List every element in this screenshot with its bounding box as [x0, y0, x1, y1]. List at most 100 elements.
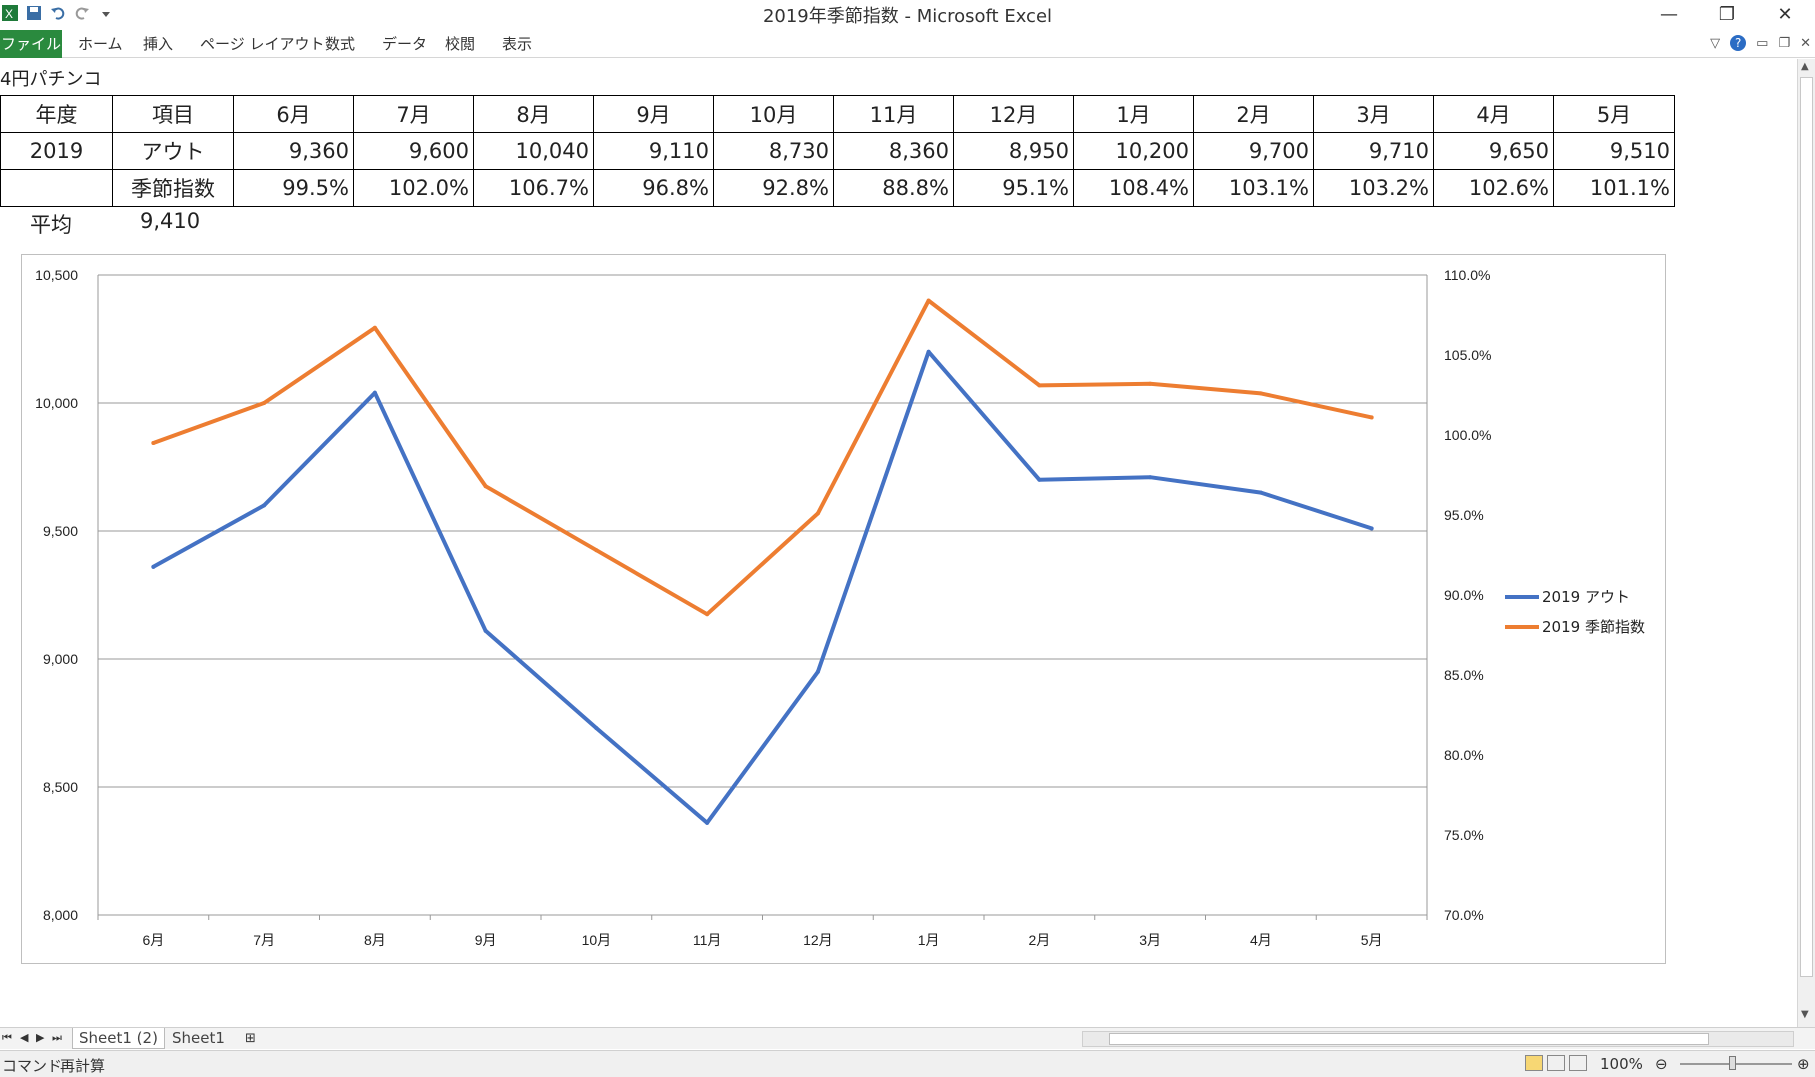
value-cell[interactable]: 101.1% [1553, 169, 1675, 207]
workbook-minimize-icon[interactable]: ▭ [1756, 35, 1769, 51]
zoom-out-icon[interactable]: ⊖ [1655, 1055, 1668, 1073]
horizontal-scrollbar[interactable] [1082, 1031, 1794, 1047]
zoom-level[interactable]: 100% [1600, 1055, 1643, 1073]
value-cell[interactable]: 9,360 [233, 132, 354, 170]
header-cell[interactable]: 6月 [233, 95, 354, 133]
workbook-restore-icon[interactable]: ❐ [1778, 35, 1791, 51]
restore-button[interactable]: ❐ [1718, 3, 1736, 25]
value-cell[interactable]: 9,600 [353, 132, 474, 170]
header-cell[interactable]: 8月 [473, 95, 594, 133]
customize-toolbar-icon[interactable] [96, 3, 116, 23]
header-cell[interactable]: 7月 [353, 95, 474, 133]
save-icon[interactable] [24, 3, 44, 23]
header-cell[interactable]: 10月 [713, 95, 834, 133]
value-cell[interactable]: 8,730 [713, 132, 834, 170]
scroll-up-icon[interactable]: ▲ [1801, 61, 1809, 72]
close-button[interactable]: ✕ [1777, 3, 1793, 25]
header-cell[interactable]: 12月 [953, 95, 1074, 133]
value-cell[interactable]: 108.4% [1073, 169, 1194, 207]
header-cell[interactable]: 年度 [0, 95, 113, 133]
header-cell[interactable]: 4月 [1433, 95, 1554, 133]
undo-icon[interactable] [48, 3, 68, 23]
header-cell[interactable]: 3月 [1313, 95, 1434, 133]
scroll-thumb[interactable] [1800, 77, 1813, 977]
prev-sheet-icon[interactable]: ◀ [20, 1031, 29, 1044]
year-cell[interactable]: 2019 [0, 132, 113, 170]
header-cell[interactable]: 5月 [1553, 95, 1675, 133]
value-cell[interactable]: 10,200 [1073, 132, 1194, 170]
minimize-button[interactable]: — [1660, 3, 1678, 25]
last-sheet-icon[interactable]: ⏭ [52, 1031, 62, 1044]
value-cell[interactable]: 102.0% [353, 169, 474, 207]
new-sheet-icon[interactable]: ⊞ [245, 1031, 256, 1046]
normal-view-icon[interactable] [1525, 1055, 1543, 1071]
value-cell[interactable]: 103.2% [1313, 169, 1434, 207]
workbook-close-icon[interactable]: ✕ [1800, 35, 1811, 51]
tab-review[interactable]: 校閲 [445, 35, 476, 53]
series-line-2 [151, 298, 1374, 617]
help-icon[interactable]: ? [1730, 35, 1747, 51]
item-cell[interactable]: アウト [112, 132, 234, 170]
value-cell[interactable]: 9,650 [1433, 132, 1554, 170]
tab-page-layout[interactable]: ページ レイアウト [200, 35, 325, 53]
excel-logo-icon[interactable]: X [0, 3, 20, 23]
page-layout-view-icon[interactable] [1547, 1055, 1565, 1071]
line-chart[interactable]: 8,000 8,500 9,000 9,500 10,000 10,500 70.0% 75.… [21, 254, 1666, 964]
item-cell[interactable]: 季節指数 [112, 169, 234, 207]
tab-file[interactable]: ファイル [0, 30, 62, 58]
value-cell[interactable]: 92.8% [713, 169, 834, 207]
zoom-slider[interactable] [1680, 1063, 1792, 1065]
tab-formulas[interactable]: 数式 [325, 35, 356, 53]
value-cell[interactable]: 9,110 [593, 132, 714, 170]
value-cell[interactable]: 10,040 [473, 132, 594, 170]
tab-view[interactable]: 表示 [502, 35, 533, 53]
header-cell[interactable]: 1月 [1073, 95, 1194, 133]
value-cell[interactable]: 88.8% [833, 169, 954, 207]
average-value[interactable]: 9,410 [140, 209, 201, 233]
legend-label: 2019 季節指数 [1542, 618, 1645, 636]
value-cell[interactable]: 96.8% [593, 169, 714, 207]
value-cell[interactable]: 102.6% [1433, 169, 1554, 207]
horizontal-scroll-thumb[interactable] [1109, 1033, 1709, 1045]
next-sheet-icon[interactable]: ▶ [36, 1031, 45, 1044]
value-cell[interactable]: 106.7% [473, 169, 594, 207]
tab-insert[interactable]: 挿入 [143, 35, 174, 53]
value-cell[interactable]: 8,950 [953, 132, 1074, 170]
header-cell[interactable]: 項目 [112, 95, 234, 133]
value-cell[interactable]: 103.1% [1193, 169, 1314, 207]
scroll-down-icon[interactable]: ▼ [1801, 1009, 1809, 1020]
average-label[interactable]: 平均 [30, 213, 72, 237]
right-axis-tick-label: 75.0% [1444, 827, 1484, 843]
table-header-row: 年度 項目 6月 7月 8月 9月 10月 11月 12月 1月 2月 3月 4… [0, 95, 1675, 133]
x-axis-tick-label: 1月 [918, 932, 940, 948]
sheet-tab[interactable]: Sheet1 [172, 1029, 225, 1047]
value-cell[interactable]: 95.1% [953, 169, 1074, 207]
value-cell[interactable]: 9,700 [1193, 132, 1314, 170]
sheet-tab-active[interactable]: Sheet1 (2) [72, 1028, 165, 1049]
worksheet[interactable]: 4円パチンコ 年度 項目 6月 7月 8月 9月 10月 11月 12月 1月 … [0, 59, 1795, 1029]
page-break-view-icon[interactable] [1569, 1055, 1587, 1071]
series-1-point [151, 564, 156, 569]
value-cell[interactable]: 99.5% [233, 169, 354, 207]
header-cell[interactable]: 2月 [1193, 95, 1314, 133]
zoom-in-icon[interactable]: ⊕ [1797, 1055, 1810, 1073]
left-axis-tick-label: 8,500 [43, 779, 78, 795]
value-cell[interactable]: 9,510 [1553, 132, 1675, 170]
value-cell[interactable]: 8,360 [833, 132, 954, 170]
tab-home[interactable]: ホーム [78, 35, 123, 53]
header-cell[interactable]: 11月 [833, 95, 954, 133]
value-cell[interactable]: 9,710 [1313, 132, 1434, 170]
zoom-slider-thumb[interactable] [1729, 1056, 1736, 1070]
title-bar: X 2019年季節指数 - Microsoft Excel — ❐ ✕ [0, 0, 1815, 28]
ribbon-collapse-icon[interactable]: ▽ [1710, 35, 1721, 51]
series-2-point [705, 612, 710, 617]
header-cell[interactable]: 9月 [593, 95, 714, 133]
x-axis-tick-label: 12月 [803, 932, 833, 948]
right-axis-tick-label: 70.0% [1444, 907, 1484, 923]
redo-icon[interactable] [72, 3, 92, 23]
year-cell[interactable] [0, 169, 113, 207]
tab-data[interactable]: データ [382, 35, 428, 53]
vertical-scrollbar[interactable]: ▲ ▼ [1797, 59, 1815, 1029]
first-sheet-icon[interactable]: ⏮ [2, 1031, 12, 1044]
